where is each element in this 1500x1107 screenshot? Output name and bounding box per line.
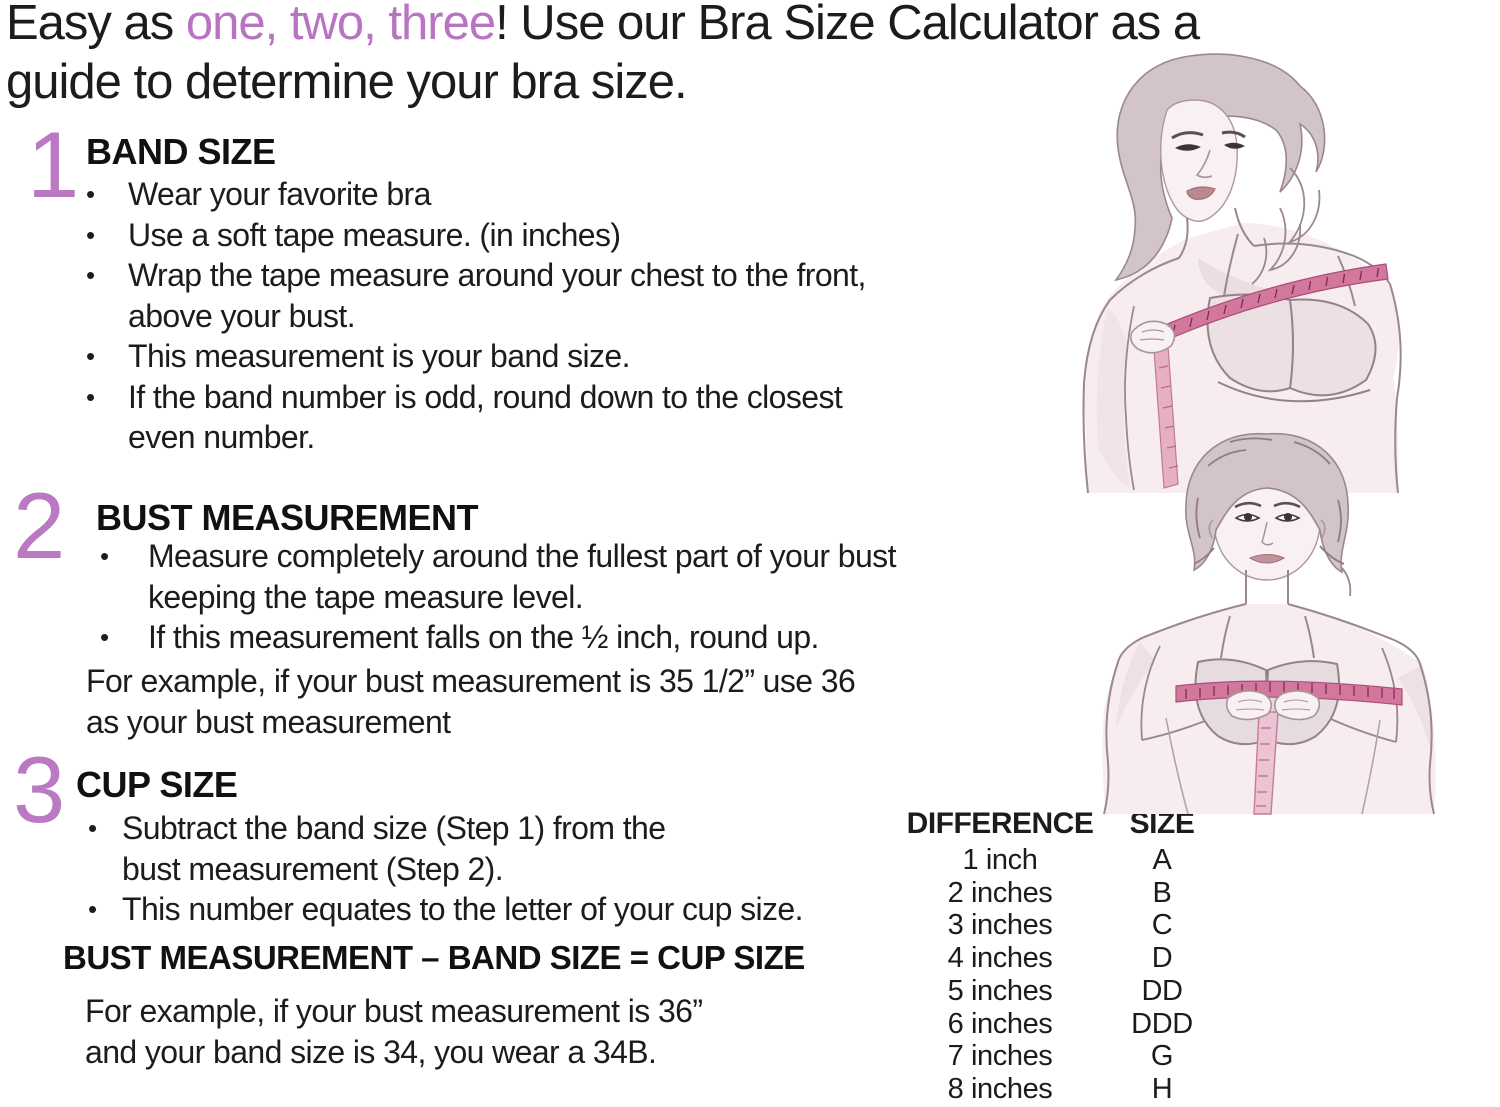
eyebrow-left <box>1171 131 1204 140</box>
difference-value: 2 inches <box>947 876 1053 909</box>
list-item: This number equates to the letter of you… <box>88 889 928 930</box>
step-1-bullet-list: Wear your favorite bra Use a soft tape m… <box>86 174 966 458</box>
list-item: Measure completely around the fullest pa… <box>100 536 980 617</box>
shoulder-right <box>1253 242 1402 493</box>
difference-value: 5 inches <box>947 974 1053 1007</box>
list-item: Wrap the tape measure around your chest … <box>86 255 966 336</box>
finger-lines <box>1235 699 1311 711</box>
step2-illustration <box>1080 418 1500 818</box>
shoulder-right <box>1287 603 1435 815</box>
table-row: 1 inch A <box>900 844 1230 877</box>
difference-value: 8 inches <box>947 1072 1053 1105</box>
hair-tail <box>1341 567 1352 597</box>
iris-right <box>1284 513 1292 521</box>
hand <box>1130 320 1176 354</box>
list-item: If the band number is odd, round down to… <box>86 377 966 458</box>
ear-right <box>1320 519 1326 539</box>
ear-left <box>1208 519 1214 539</box>
bra-strap-left <box>1220 615 1231 659</box>
shoulder-left <box>1082 257 1180 493</box>
eye-right <box>1224 142 1245 149</box>
table-row: 7 inches G <box>900 1040 1230 1073</box>
size-value: A <box>1152 844 1172 876</box>
arm-left-inner <box>1140 645 1161 741</box>
title-highlight: one, two, three <box>185 0 496 50</box>
table-row: 5 inches DD <box>900 975 1230 1008</box>
table-row: 2 inches B <box>900 877 1230 910</box>
chest-shading <box>1198 258 1283 298</box>
lips <box>1186 186 1216 200</box>
neck-lines <box>1178 207 1255 259</box>
eyebrow-right <box>1273 501 1301 509</box>
step1-illustration <box>1038 48 1500 493</box>
step-2-example: For example, if your bust measurement is… <box>86 663 856 740</box>
size-value: G <box>1150 1040 1174 1073</box>
hand-fingers <box>1139 329 1165 341</box>
neck-lines <box>1245 570 1289 604</box>
shoulder-shading <box>1116 642 1431 748</box>
size-value: DD <box>1141 974 1183 1007</box>
arm-shading <box>1096 308 1130 488</box>
size-value: B <box>1152 876 1172 909</box>
list-item: This measurement is your band size. <box>86 336 966 377</box>
list-item: Wear your favorite bra <box>86 174 966 215</box>
table-row: 8 inches H <box>900 1073 1230 1106</box>
hair-curls <box>1193 437 1345 565</box>
iris-left <box>1244 513 1252 521</box>
step-2-heading: BUST MEASUREMENT <box>96 497 479 538</box>
step-1-number: 1 <box>27 112 79 217</box>
difference-value: 1 inch <box>962 844 1038 876</box>
title-suffix: ! Use our Bra Size Calculator as a guide… <box>6 0 1200 109</box>
size-value: C <box>1151 909 1173 942</box>
hand-right <box>1274 690 1321 721</box>
step-3-example: For example, if your bust measurement is… <box>85 993 703 1070</box>
lips <box>1248 553 1286 564</box>
eyebrow-left <box>1234 501 1262 509</box>
tape-end <box>1253 711 1279 815</box>
page-title: Easy as one, two, three! Use our Bra Siz… <box>6 0 1346 112</box>
bra-strap-left <box>1223 233 1239 297</box>
face <box>1160 99 1238 222</box>
step-3-heading: CUP SIZE <box>76 764 238 805</box>
cup-size-table: DIFFERENCE SIZE 1 inch A 2 inches B 3 in… <box>900 804 1230 1106</box>
difference-value: 6 inches <box>947 1007 1053 1040</box>
title-prefix: Easy as <box>6 0 186 50</box>
table-header-difference: DIFFERENCE <box>906 807 1094 840</box>
difference-value: 7 inches <box>947 1040 1053 1073</box>
cup-size-formula: BUST MEASUREMENT – BAND SIZE = CUP SIZE <box>63 939 805 976</box>
bra-strap-right <box>1304 615 1315 659</box>
eye-left <box>1175 144 1201 151</box>
table-row: 4 inches D <box>900 942 1230 975</box>
nose <box>1195 149 1213 179</box>
woman-band-measure-drawing <box>1082 53 1402 493</box>
hand-left <box>1225 690 1272 721</box>
list-item: If this measurement falls on the ½ inch,… <box>100 617 980 658</box>
list-item: Use a soft tape measure. (in inches) <box>86 215 966 256</box>
table-row: 6 inches DDD <box>900 1008 1230 1041</box>
bra-underband <box>1217 381 1371 403</box>
arm-inner <box>1124 305 1135 491</box>
step-1-heading: BAND SIZE <box>86 131 276 172</box>
step-3-bullet-list: Subtract the band size (Step 1) from the… <box>88 808 928 930</box>
step-2-bullet-list: Measure completely around the fullest pa… <box>100 536 980 658</box>
size-value: D <box>1151 942 1173 975</box>
step-3-number: 3 <box>13 737 65 842</box>
difference-value: 4 inches <box>947 942 1053 975</box>
table-row: 3 inches C <box>900 909 1230 942</box>
difference-value: 3 inches <box>947 909 1053 942</box>
eyebrow-right <box>1221 130 1246 139</box>
list-item: Subtract the band size (Step 1) from the… <box>88 808 928 889</box>
tape-measure <box>1157 263 1389 343</box>
size-value: DDD <box>1131 1007 1193 1040</box>
size-value: H <box>1151 1072 1173 1105</box>
hair-curls <box>1251 167 1321 285</box>
woman-bust-measure-drawing <box>1102 432 1436 815</box>
shoulder-left <box>1103 603 1247 815</box>
step-2-number: 2 <box>13 473 65 578</box>
waist-lines <box>1165 717 1381 815</box>
nose <box>1261 521 1274 546</box>
hair <box>1185 432 1349 574</box>
